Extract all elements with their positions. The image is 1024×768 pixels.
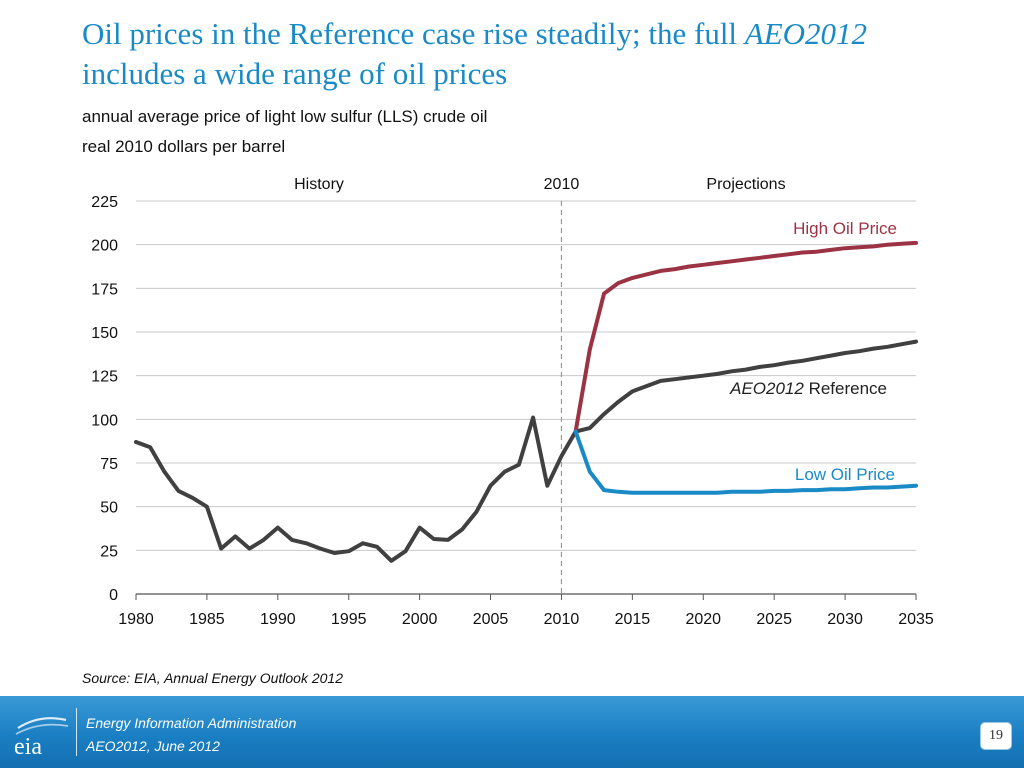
- source-note: Source: EIA, Annual Energy Outlook 2012: [82, 670, 343, 686]
- x-tick-label: 2035: [898, 611, 934, 628]
- history-label: History: [294, 176, 344, 193]
- y-tick-label: 200: [91, 238, 118, 255]
- y-tick-label: 75: [100, 456, 118, 473]
- divider-year-label: 2010: [544, 176, 580, 193]
- projections-label: Projections: [706, 176, 785, 193]
- slide-title: Oil prices in the Reference case rise st…: [82, 14, 982, 94]
- y-tick-label: 150: [91, 325, 118, 342]
- x-tick-label: 2000: [402, 611, 438, 628]
- y-tick-label: 125: [91, 369, 118, 386]
- footer-report-date: AEO2012, June 2012: [86, 738, 220, 754]
- x-tick-label: 2005: [473, 611, 509, 628]
- oil-price-chart: 0 25 50 75 100 125 150 175 200 225 1980 1985 1990 199…: [91, 176, 934, 628]
- footer-bar: eia Energy Information Administration AE…: [0, 696, 1024, 768]
- x-tick-label: 1980: [118, 611, 154, 628]
- title-emphasis: AEO2012: [744, 16, 868, 51]
- footer-divider: [76, 708, 77, 756]
- chart-subtitle-line1: annual average price of light low sulfur…: [82, 107, 488, 126]
- footer-org-name: Energy Information Administration: [86, 715, 297, 731]
- y-tick-label: 225: [91, 194, 118, 211]
- y-tick-label: 0: [109, 587, 118, 604]
- low-oil-price-line: [573, 429, 918, 495]
- x-tick-label: 2010: [544, 611, 580, 628]
- reference-line: [573, 339, 918, 434]
- high-oil-price-label: High Oil Price: [793, 219, 897, 238]
- y-tick-label: 175: [91, 281, 118, 298]
- reference-label-text: Reference: [809, 379, 887, 398]
- low-oil-price-label: Low Oil Price: [795, 465, 895, 484]
- eia-logo-icon: eia: [14, 717, 69, 758]
- y-tick-label: 100: [91, 412, 118, 429]
- y-tick-label: 50: [100, 500, 118, 517]
- title-part2: includes a wide range of oil prices: [82, 56, 508, 91]
- reference-label: AEO2012 Reference: [729, 379, 887, 398]
- title-part1: Oil prices in the Reference case rise st…: [82, 16, 745, 51]
- eia-logo-text: eia: [14, 734, 42, 758]
- x-tick-label: 2030: [827, 611, 863, 628]
- x-tick-label: 2020: [685, 611, 721, 628]
- page-number: 19: [980, 722, 1012, 750]
- high-oil-price-line: [573, 240, 918, 434]
- y-tick-label: 25: [100, 543, 118, 560]
- reference-label-em: AEO2012: [729, 379, 808, 398]
- history-line: [134, 415, 578, 563]
- chart-subtitle-line2: real 2010 dollars per barrel: [82, 137, 286, 156]
- x-tick-label: 2025: [756, 611, 792, 628]
- x-tick-label: 1995: [331, 611, 367, 628]
- x-tick-label: 1985: [189, 611, 225, 628]
- x-tick-label: 2015: [615, 611, 651, 628]
- x-tick-label: 1990: [260, 611, 296, 628]
